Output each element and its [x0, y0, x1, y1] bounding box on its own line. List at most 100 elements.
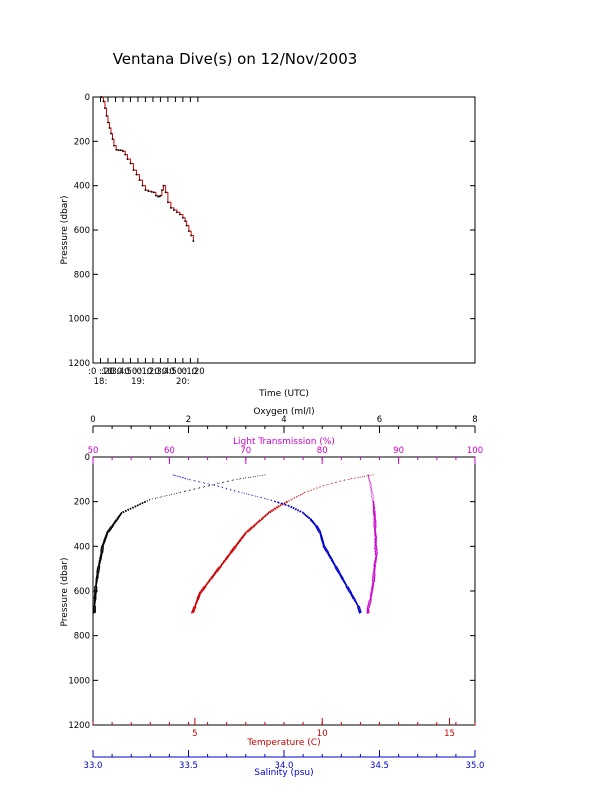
dive-track-x-tick-sublabel: 20: [176, 377, 190, 387]
light-profile-point [369, 482, 371, 484]
salinity-profile-point [207, 483, 209, 485]
salinity-profile-point [312, 522, 315, 525]
dive-track-point [181, 216, 184, 219]
temperature-profile-point [252, 526, 254, 529]
temperature-profile-point [330, 483, 332, 485]
oxygen-profile-point [227, 480, 229, 482]
salinity-profile-point [247, 493, 249, 495]
dive-track-point [164, 191, 167, 194]
light-profile-point [373, 579, 376, 581]
salinity-profile-point [176, 475, 178, 477]
oxygen-profile-point [180, 491, 182, 493]
salinity-profile-point [182, 477, 184, 479]
dive-track-y-tick-label: 800 [74, 270, 90, 280]
light-profile-point [375, 545, 378, 548]
light-profile-point [374, 522, 377, 525]
oxygen-profile-point [223, 481, 225, 483]
oxygen-profile-point [218, 482, 220, 484]
oxygen-profile-point [111, 526, 113, 529]
salinity-profile-point [264, 497, 266, 499]
depth-profiles-series [92, 474, 378, 614]
temperature-profile-point [214, 573, 216, 576]
temperature-profile-point [192, 611, 195, 614]
salinity-profile-point [238, 491, 240, 493]
light-tick-label: 100 [467, 446, 483, 456]
salinity-profile-point [308, 517, 310, 520]
salinity-profile-point [222, 487, 224, 489]
oxygen-profile-point [159, 496, 161, 498]
light-profile-point [373, 574, 376, 577]
dive-track-point [115, 148, 118, 151]
temperature-profile-point [359, 476, 361, 478]
dive-track-x-tick-label: :20 [191, 367, 205, 377]
temperature-profile-point [353, 477, 355, 479]
oxygen-profile-point [199, 487, 201, 489]
salinity-profile-point [304, 514, 307, 516]
temperature-profile-point [211, 576, 214, 579]
dive-track-x-axis-title: Time (UTC) [258, 389, 309, 399]
dive-track-point [161, 189, 163, 192]
temperature-profile-point [228, 555, 230, 557]
salinity-profile-point [267, 498, 269, 500]
dive-track-point [102, 100, 105, 103]
light-profile-point [373, 499, 375, 501]
page-title: Ventana Dive(s) on 12/Nov/2003 [112, 50, 358, 68]
light-profile-point [371, 490, 373, 492]
light-profile-point [370, 494, 372, 496]
light-profile-point [372, 575, 374, 577]
salinity-profile-point [256, 496, 258, 498]
temperature-profile-point [366, 475, 368, 477]
salinity-profile-point [209, 483, 211, 485]
oxygen-profile-point [94, 611, 96, 614]
light-profile-point [372, 496, 374, 498]
salinity-profile-point [329, 557, 332, 560]
depth-profiles-y-tick-label: 1200 [68, 721, 90, 731]
temperature-tick-label: 15 [444, 729, 455, 739]
oxygen-tick-label: 2 [186, 415, 191, 425]
dive-track-point [113, 144, 115, 147]
oxygen-profile-point [240, 478, 242, 480]
temperature-axis-title: Temperature (C) [246, 738, 320, 748]
salinity-profile-point [204, 482, 206, 484]
temperature-profile-point [286, 501, 288, 504]
oxygen-profile-point [249, 476, 251, 478]
temperature-profile-point [335, 481, 337, 483]
salinity-profile-point [212, 484, 214, 486]
oxygen-profile-point [96, 577, 99, 580]
salinity-profile-point [309, 519, 312, 521]
salinity-profile-point [193, 479, 195, 481]
dive-track-point [185, 224, 188, 227]
temperature-profile-point [326, 484, 328, 486]
light-tick-label: 80 [317, 446, 328, 456]
oxygen-tick-label: 4 [281, 415, 286, 425]
light-profile-point [370, 599, 372, 601]
temperature-profile-point [241, 537, 243, 540]
light-tick-label: 50 [88, 446, 99, 456]
light-profile-point [368, 478, 370, 480]
light-profile-point [375, 536, 378, 539]
temperature-profile-point [316, 487, 318, 489]
light-profile-point [372, 492, 374, 494]
temperature-profile-point [302, 492, 304, 494]
oxygen-profile-point [92, 610, 95, 613]
salinity-profile-point [259, 496, 261, 498]
oxygen-profile-point [221, 482, 223, 484]
oxygen-profile-point [106, 530, 109, 533]
temperature-profile-point [230, 551, 233, 554]
temperature-profile-point [300, 493, 302, 495]
oxygen-profile-point [194, 488, 196, 490]
dive-track-x-tick-label: :30 [154, 367, 168, 377]
salinity-profile-point [202, 482, 204, 484]
salinity-profile-point [187, 478, 189, 480]
dive-track-x-tick-label: :20 [101, 367, 115, 377]
light-profile-point [368, 476, 370, 478]
oxygen-profile-point [259, 475, 261, 477]
dive-track-x-tick-label: :10 [184, 367, 198, 377]
oxygen-profile-point [254, 475, 256, 477]
dive-track-point [124, 153, 127, 156]
temperature-profile-point [242, 535, 245, 538]
light-profile-point [370, 486, 372, 488]
light-profile-point [372, 572, 375, 574]
light-profile-point [373, 526, 375, 528]
temperature-profile-point [191, 611, 193, 614]
